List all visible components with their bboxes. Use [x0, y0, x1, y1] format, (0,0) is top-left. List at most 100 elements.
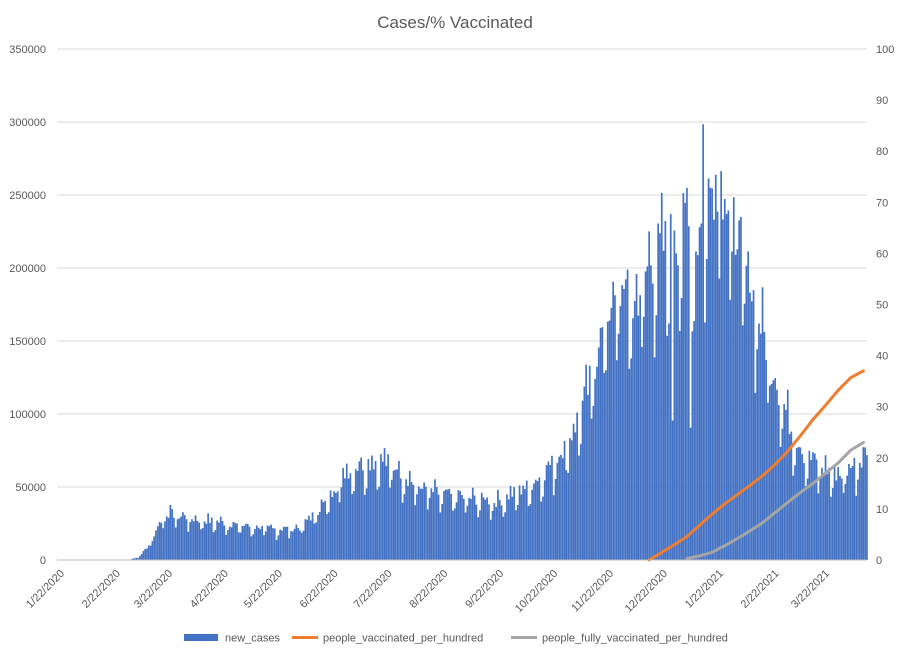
bar [684, 202, 687, 561]
bar [326, 514, 328, 560]
bar [183, 515, 186, 560]
bar [781, 428, 784, 560]
bar [783, 404, 786, 560]
bar [601, 327, 604, 560]
y-right-tick-label: 80 [876, 146, 888, 158]
bar [835, 480, 838, 560]
bar [452, 510, 454, 560]
bar [171, 509, 174, 560]
bar [866, 455, 868, 560]
y-left-tick-label: 150000 [9, 336, 46, 348]
bar [812, 452, 814, 560]
bar [511, 496, 514, 560]
bar [716, 211, 719, 560]
bar [664, 221, 667, 560]
legend-item: people_fully_vaccinated_per_hundred [511, 633, 728, 645]
bar [754, 392, 757, 560]
bar [700, 223, 703, 560]
y-left-tick-label: 250000 [9, 190, 46, 202]
chart-title: Cases/% Vaccinated [377, 13, 533, 32]
y-right-tick-label: 10 [876, 504, 888, 516]
y-right-tick-label: 100 [876, 44, 894, 56]
bar [821, 467, 823, 560]
bar [608, 320, 611, 560]
bar [173, 517, 175, 560]
bar [772, 380, 775, 560]
bar [131, 558, 134, 560]
bar [470, 498, 472, 560]
bar [286, 526, 289, 560]
bar [705, 259, 708, 560]
bar [711, 188, 714, 560]
bar [461, 494, 463, 560]
bar [432, 492, 435, 560]
bar [551, 455, 553, 560]
bar [297, 528, 300, 560]
bar [518, 485, 521, 560]
bar [585, 364, 588, 560]
y-left-tick-label: 350000 [9, 44, 46, 56]
bar [423, 482, 426, 560]
bar [178, 518, 181, 560]
bar [689, 427, 692, 560]
bar [416, 494, 418, 560]
bar [527, 505, 530, 560]
bar [594, 378, 597, 560]
bar [488, 504, 490, 560]
bar [763, 331, 766, 560]
bar [588, 365, 591, 560]
bar [248, 526, 251, 560]
bar [520, 494, 523, 560]
bar [839, 475, 841, 560]
bar [225, 534, 228, 560]
bar [198, 522, 201, 560]
bar [149, 545, 152, 560]
bar [549, 464, 552, 560]
bar [138, 556, 141, 560]
bar [862, 447, 865, 560]
bar [615, 360, 618, 560]
y-right-tick-label: 30 [876, 402, 888, 414]
bar [144, 548, 147, 560]
bar [855, 495, 858, 560]
bar [160, 522, 163, 560]
bar [650, 265, 652, 560]
bar [497, 489, 499, 560]
bar [864, 447, 867, 560]
bar [398, 460, 400, 560]
bar [466, 505, 469, 560]
bar [480, 492, 483, 560]
bar [133, 558, 136, 560]
bar [376, 489, 379, 560]
bar [367, 459, 370, 560]
bar [795, 447, 798, 560]
bar [709, 187, 712, 561]
bar [534, 479, 537, 560]
bar [263, 535, 265, 560]
bar [221, 520, 224, 560]
legend-item: new_cases [184, 633, 281, 645]
bar [723, 199, 726, 560]
bar [477, 517, 480, 560]
bar [318, 512, 321, 560]
bar [662, 250, 665, 561]
bar [707, 178, 710, 560]
bar [489, 519, 492, 560]
bar [669, 214, 672, 560]
bar [515, 510, 517, 560]
bar [578, 455, 580, 560]
bar [554, 479, 557, 560]
bar [522, 485, 525, 560]
bar [509, 485, 512, 560]
bar [596, 366, 598, 560]
bar [344, 478, 346, 560]
bar [187, 531, 190, 560]
bar [621, 285, 624, 560]
bar [306, 519, 309, 560]
bar [785, 409, 787, 560]
bar [234, 522, 237, 560]
bar [498, 499, 501, 560]
bar [732, 197, 735, 560]
bar [756, 349, 759, 560]
